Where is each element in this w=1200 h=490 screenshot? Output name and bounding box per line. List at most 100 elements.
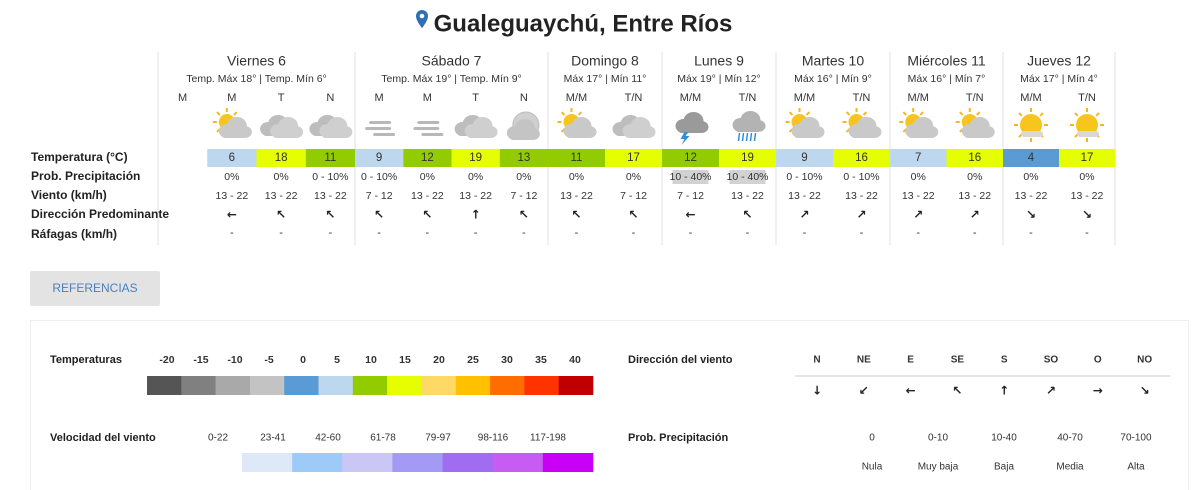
wind-speed-range: 61-78 bbox=[370, 433, 396, 444]
sun-ray bbox=[845, 111, 851, 116]
day-temps: Temp. Máx 19° | Temp. Mín 9° bbox=[381, 73, 521, 85]
gust-value: - bbox=[632, 227, 636, 239]
wind-value: 13 - 22 bbox=[731, 190, 764, 202]
precipitation-value: 0 - 10% bbox=[361, 171, 397, 183]
wind-direction: ↗ bbox=[799, 208, 809, 222]
precipitation-value: 0% bbox=[569, 171, 584, 183]
direction-name: NE bbox=[857, 355, 871, 366]
cloud-part bbox=[221, 131, 246, 138]
fog-line bbox=[413, 127, 440, 130]
rain-drop bbox=[749, 132, 753, 142]
sun-ray bbox=[919, 111, 924, 116]
cloud-part bbox=[566, 131, 591, 138]
weather-icon bbox=[1014, 108, 1048, 142]
cloud-part bbox=[1077, 131, 1099, 137]
weather-icon bbox=[309, 115, 353, 138]
sun bbox=[1076, 114, 1098, 136]
weather-icon bbox=[557, 108, 597, 138]
temperature-tick: 5 bbox=[334, 354, 340, 366]
reference-label: Temperaturas bbox=[50, 354, 122, 366]
temperature-value: 6 bbox=[229, 152, 235, 164]
temperature-swatch bbox=[147, 376, 182, 395]
wind-value: 13 - 22 bbox=[845, 190, 878, 202]
wind-value: 7 - 12 bbox=[620, 190, 647, 202]
temperature-value: 12 bbox=[684, 152, 697, 164]
direction-arrow: ↑ bbox=[999, 384, 1009, 398]
wind-direction: ↗ bbox=[970, 208, 980, 222]
direction-name: SE bbox=[951, 355, 965, 366]
cloud-part bbox=[509, 133, 534, 140]
weather-icon bbox=[454, 115, 498, 138]
period-label: M/M bbox=[794, 92, 815, 104]
weather-icon bbox=[899, 108, 939, 138]
cloud-part bbox=[1021, 131, 1043, 137]
direction-name: N bbox=[813, 355, 820, 366]
wind-direction: ↑ bbox=[471, 208, 481, 222]
wind-direction: ↖ bbox=[422, 208, 432, 222]
wind-value: 13 - 22 bbox=[265, 190, 298, 202]
direction-arrow: → bbox=[1093, 384, 1103, 398]
temperature-value: 7 bbox=[915, 152, 921, 164]
sun-ray bbox=[902, 111, 907, 116]
day-temps: Máx 17° | Mín 11° bbox=[564, 73, 647, 85]
temperature-value: 4 bbox=[1028, 152, 1035, 164]
temperature-cell bbox=[890, 149, 947, 167]
direction-arrow: ↗ bbox=[1046, 384, 1056, 398]
period-label: M/M bbox=[566, 92, 587, 104]
weather-icon bbox=[955, 108, 995, 138]
gust-value: - bbox=[575, 227, 579, 239]
wind-speed-range: 79-97 bbox=[425, 433, 451, 444]
wind-direction: ↘ bbox=[1082, 208, 1092, 222]
row-label: Ráfagas (km/h) bbox=[31, 227, 117, 241]
wind-value: 13 - 22 bbox=[1015, 190, 1048, 202]
references-button-label[interactable]: REFERENCIAS bbox=[52, 281, 137, 295]
gust-value: - bbox=[973, 227, 977, 239]
sun-ray bbox=[1074, 112, 1079, 117]
fog-line bbox=[421, 133, 444, 136]
temperature-tick: 40 bbox=[569, 354, 581, 366]
temperature-cell bbox=[776, 149, 833, 167]
temperature-swatch bbox=[421, 376, 457, 395]
temperature-value: 19 bbox=[469, 152, 482, 164]
sun-ray bbox=[976, 111, 981, 116]
references-button[interactable] bbox=[30, 271, 160, 306]
wind-direction: ↖ bbox=[276, 208, 286, 222]
temperature-tick: -10 bbox=[227, 354, 242, 366]
sun-ray bbox=[577, 111, 583, 116]
weather-icon bbox=[260, 115, 304, 138]
sun-ray bbox=[1095, 112, 1100, 117]
wind-value: 13 - 22 bbox=[216, 190, 249, 202]
wind-direction: ↖ bbox=[519, 208, 529, 222]
day-name: Martes 10 bbox=[802, 53, 864, 69]
rain-drop bbox=[737, 132, 741, 142]
weather-icon bbox=[365, 121, 396, 136]
day-name: Jueves 12 bbox=[1027, 53, 1091, 69]
wind-speed-swatch bbox=[392, 453, 443, 472]
fog-line bbox=[365, 127, 392, 130]
weather-icon bbox=[1070, 108, 1104, 142]
precipitation-value: 0% bbox=[468, 171, 483, 183]
sun-ray bbox=[1039, 112, 1044, 117]
gust-value: - bbox=[279, 227, 283, 239]
wind-value: 13 - 22 bbox=[459, 190, 492, 202]
temperature-value: 13 bbox=[517, 152, 530, 164]
wind-value: 13 - 22 bbox=[411, 190, 444, 202]
weather-icon bbox=[413, 121, 444, 136]
cloud-part bbox=[908, 131, 933, 138]
gust-value: - bbox=[230, 227, 234, 239]
wind-direction: ↖ bbox=[628, 208, 638, 222]
wind-speed-swatch bbox=[342, 453, 393, 472]
direction-name: E bbox=[907, 355, 914, 366]
direction-arrow: ↖ bbox=[952, 384, 962, 398]
day-temps: Máx 17° | Mín 4° bbox=[1020, 73, 1098, 85]
temperature-value: 11 bbox=[571, 152, 583, 164]
precipitation-value: 0% bbox=[224, 171, 239, 183]
direction-arrow: ↘ bbox=[1140, 384, 1150, 398]
reference-label: Prob. Precipitación bbox=[628, 432, 729, 444]
wind-speed-range: 42-60 bbox=[315, 433, 341, 444]
precipitation-range: 40-70 bbox=[1057, 433, 1083, 444]
gust-value: - bbox=[377, 227, 381, 239]
wind-value: 13 - 22 bbox=[1071, 190, 1104, 202]
weather-icon bbox=[675, 112, 709, 145]
